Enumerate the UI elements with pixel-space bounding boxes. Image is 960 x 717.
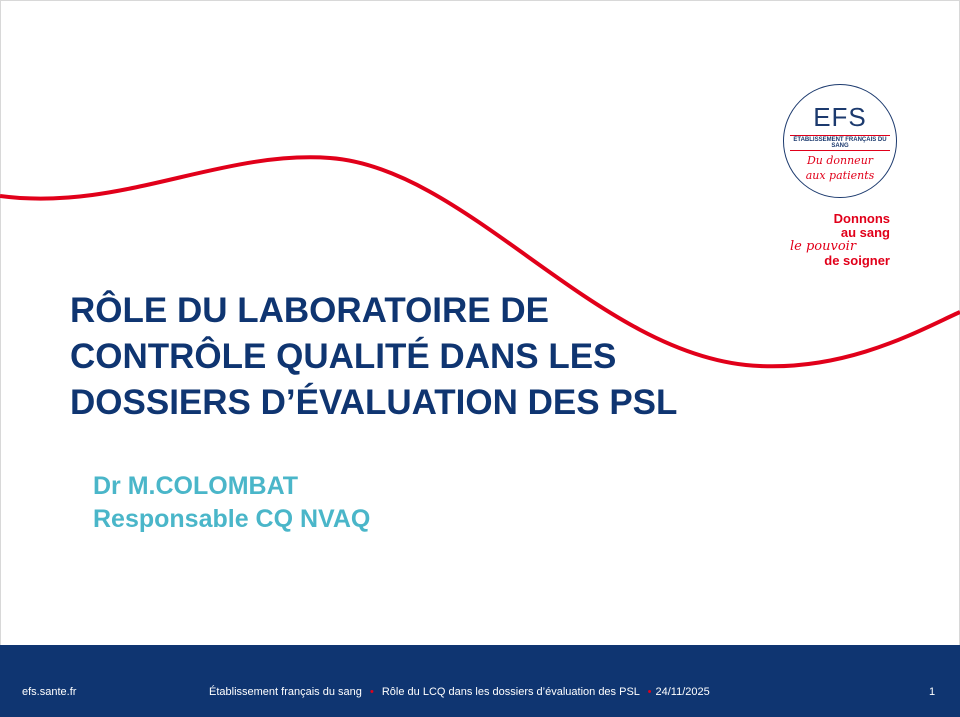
- slide-title: RÔLE DU LABORATOIRE DE CONTRÔLE QUALITÉ …: [70, 288, 677, 426]
- title-line: DOSSIERS D’ÉVALUATION DES PSL: [70, 383, 678, 422]
- author-block: Dr M.COLOMBAT Responsable CQ NVAQ: [93, 470, 370, 536]
- logo-tagline-1: Du donneur: [806, 154, 874, 167]
- slogan-line: le pouvoir: [790, 239, 857, 254]
- slogan-line: de soigner: [824, 253, 890, 268]
- footer-site: efs.sante.fr: [22, 686, 77, 698]
- logo-full-name: ÉTABLISSEMENT FRANÇAIS DU SANG: [790, 135, 890, 151]
- slogan: Donnons au sang le pouvoir de soigner: [790, 212, 890, 268]
- title-line: CONTRÔLE QUALITÉ DANS LES: [70, 337, 617, 376]
- footer-separator: •: [369, 686, 374, 698]
- slogan-line: au sang: [840, 225, 890, 240]
- footer: efs.sante.fr Établissement français du s…: [0, 645, 960, 717]
- author-name: Dr M.COLOMBAT: [93, 472, 299, 500]
- author-role: Responsable CQ NVAQ: [93, 505, 371, 533]
- slogan-line: Donnons: [833, 211, 890, 226]
- title-line: RÔLE DU LABORATOIRE DE: [70, 291, 549, 330]
- logo-acronym: EFS: [813, 102, 867, 132]
- footer-separator: •: [647, 686, 652, 698]
- footer-date: 24/11/2025: [655, 686, 710, 698]
- footer-org: Établissement français du sang: [209, 686, 362, 698]
- logo-tagline-2: aux patients: [805, 169, 875, 182]
- page-number: 1: [929, 686, 936, 698]
- footer-subject: Rôle du LCQ dans les dossiers d’évaluati…: [381, 686, 640, 698]
- efs-logo: EFS ÉTABLISSEMENT FRANÇAIS DU SANG Du do…: [783, 84, 897, 198]
- footer-info: Établissement français du sang • Rôle du…: [209, 686, 710, 698]
